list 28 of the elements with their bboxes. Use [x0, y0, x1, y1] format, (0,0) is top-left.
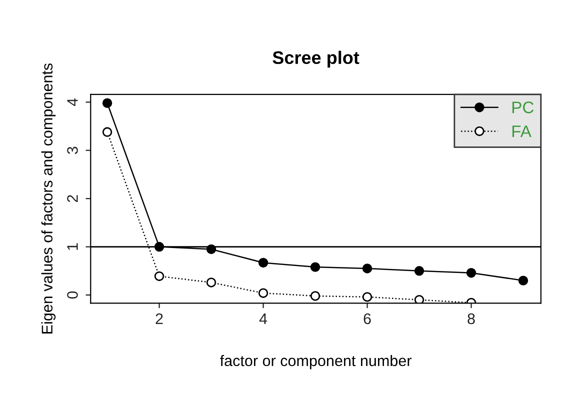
y-tick-label: 2 — [67, 195, 78, 202]
y-tick-label: 1 — [67, 243, 78, 250]
point — [362, 264, 372, 274]
x-axis-title: factor or component number — [220, 354, 412, 370]
point — [310, 291, 320, 301]
legend-label: FA — [512, 126, 532, 138]
y-tick-label: 3 — [67, 146, 78, 154]
legend-label: PC — [512, 102, 534, 114]
y-axis-title: Eigen values of factors and components — [41, 63, 56, 334]
x-tick-label: 2 — [156, 313, 163, 324]
chart-title: Scree plot — [272, 50, 360, 68]
point — [258, 258, 268, 268]
point — [102, 98, 112, 108]
point — [206, 278, 216, 288]
point — [310, 262, 320, 272]
point — [102, 127, 112, 137]
point — [414, 266, 424, 276]
point — [518, 276, 528, 286]
x-tick-label: 6 — [364, 313, 371, 324]
y-tick-label: 4 — [67, 98, 78, 106]
point — [466, 268, 476, 278]
point — [414, 294, 424, 304]
point — [154, 271, 164, 282]
x-tick-label: 4 — [259, 314, 268, 324]
x-tick-label: 8 — [468, 313, 475, 324]
point — [258, 288, 268, 298]
y-tick-label: 0 — [67, 291, 78, 299]
point — [362, 292, 372, 302]
